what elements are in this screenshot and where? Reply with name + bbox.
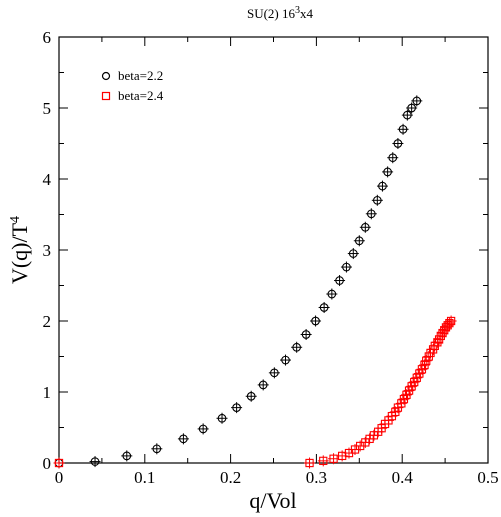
data-points: [53, 95, 457, 469]
data-point: [318, 302, 330, 314]
y-tick-label: 1: [43, 383, 52, 402]
legend-label-beta-2-2: beta=2.2: [118, 68, 163, 83]
data-point: [398, 393, 410, 405]
data-point: [310, 315, 322, 327]
legend-label-beta-2-4: beta=2.4: [118, 88, 164, 103]
data-point: [408, 376, 420, 388]
y-tick-label: 4: [43, 170, 52, 189]
chart-title-main: SU(2) 16: [247, 6, 296, 21]
data-point: [445, 315, 457, 327]
legend: beta=2.2 beta=2.4: [101, 68, 164, 103]
data-point: [268, 367, 280, 379]
data-point: [416, 363, 428, 375]
x-tick-label: 0.1: [134, 468, 155, 487]
y-tick-label: 3: [43, 241, 52, 260]
chart-title: SU(2) 163x4: [247, 5, 314, 21]
data-point: [336, 450, 348, 462]
chart-title-sup: 3: [295, 5, 300, 16]
axis-ticks: [58, 36, 489, 464]
series-beta-2-2: [53, 95, 423, 469]
data-point: [371, 194, 383, 206]
data-point: [328, 453, 340, 465]
y-tick-label: 2: [43, 312, 52, 331]
data-point: [392, 138, 404, 149]
tick-labels: 0 0.1 0.2 0.3 0.4 0.5 0 1 2 3 4 5 6: [43, 28, 499, 487]
data-point: [359, 221, 371, 233]
data-point: [291, 341, 303, 353]
legend-marker-beta-2-2: [101, 71, 111, 81]
data-point: [389, 406, 401, 418]
y-axis-label-sup: 4: [8, 216, 23, 223]
data-point: [420, 355, 432, 367]
data-point: [376, 180, 388, 192]
data-point: [245, 390, 257, 402]
data-point: [257, 379, 269, 391]
data-point: [280, 354, 292, 366]
data-point: [340, 261, 352, 273]
data-point: [347, 248, 359, 260]
data-point: [353, 235, 365, 247]
data-point: [395, 397, 407, 409]
x-tick-label: 0.2: [220, 468, 241, 487]
data-point: [89, 456, 101, 468]
data-point: [317, 455, 329, 467]
data-point: [406, 102, 418, 114]
y-tick-label: 5: [43, 99, 52, 118]
data-point: [387, 152, 399, 164]
data-point: [300, 328, 312, 340]
x-tick-label: 0: [55, 468, 64, 487]
data-point: [413, 368, 425, 380]
data-point: [419, 359, 431, 371]
y-axis-label-main: V(q)/T: [7, 222, 32, 284]
legend-marker-beta-2-4: [101, 91, 111, 101]
chart-title-suffix: x4: [300, 6, 314, 21]
y-tick-label: 0: [43, 454, 52, 473]
data-point: [231, 402, 243, 414]
data-point: [177, 433, 189, 445]
series-beta-2-4: [53, 315, 457, 469]
data-point: [365, 208, 377, 220]
data-point: [304, 457, 316, 469]
y-axis-label: V(q)/T4: [7, 216, 32, 284]
data-point: [121, 450, 133, 462]
data-point: [397, 123, 409, 135]
x-tick-label: 0.3: [306, 468, 327, 487]
data-point: [443, 317, 455, 329]
data-point: [403, 385, 415, 397]
data-point: [197, 423, 209, 435]
data-point: [400, 389, 412, 401]
data-point: [411, 372, 423, 384]
data-point: [406, 380, 418, 392]
data-point: [411, 95, 423, 107]
x-tick-label: 0.5: [477, 468, 498, 487]
data-point: [216, 412, 228, 424]
data-point: [382, 166, 394, 178]
data-point: [326, 288, 338, 300]
y-tick-label: 6: [43, 28, 52, 47]
data-point: [151, 443, 163, 455]
data-point: [401, 109, 413, 121]
x-tick-label: 0.4: [392, 468, 414, 487]
data-point: [53, 457, 65, 469]
x-axis-label: q/Vol: [249, 488, 296, 513]
data-point: [334, 275, 346, 287]
